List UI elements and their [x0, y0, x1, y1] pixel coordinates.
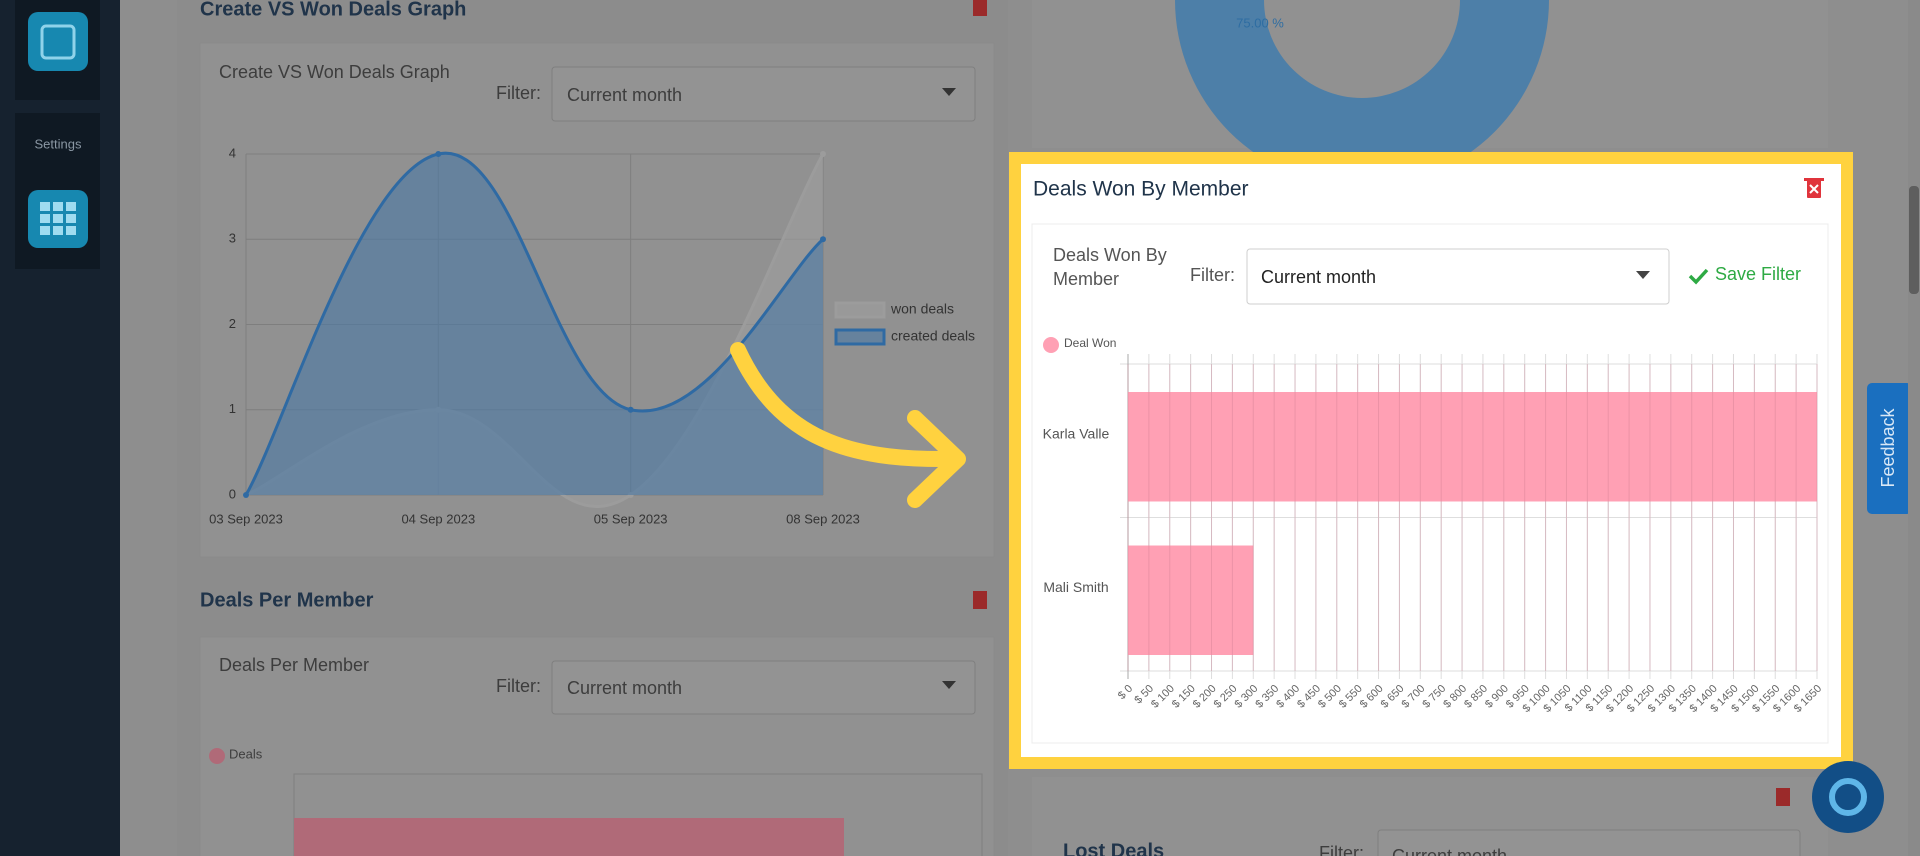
filter-label: Filter: — [496, 83, 541, 103]
legend-swatch — [834, 301, 886, 319]
point — [435, 151, 442, 157]
legend-label: Deal Won — [1064, 336, 1116, 350]
card-title: Create VS Won Deals Graph — [219, 62, 450, 82]
filter-select[interactable] — [1377, 829, 1801, 856]
filter-select[interactable] — [1246, 248, 1670, 305]
bar-partial — [294, 818, 844, 856]
logo-glyph — [40, 24, 76, 60]
legend-label: won deals — [890, 301, 954, 317]
card-title: Deals Won By Member — [1053, 245, 1167, 289]
legend-label: created deals — [891, 328, 975, 344]
point — [243, 492, 249, 498]
filter-value: Current month — [1392, 846, 1507, 856]
filter-select[interactable] — [551, 660, 976, 715]
point — [820, 151, 826, 157]
filter-label: Filter: — [1319, 843, 1364, 856]
bar — [1128, 545, 1254, 655]
caret — [1636, 271, 1650, 279]
logo-icon[interactable] — [28, 12, 88, 71]
donut-segment — [1175, 0, 1549, 187]
chat-glyph — [1829, 778, 1867, 816]
delete-icon[interactable] — [1776, 788, 1790, 806]
filter-value: Current month — [567, 678, 682, 698]
delete-icon[interactable] — [973, 0, 987, 16]
card-title: Deals Per Member — [219, 655, 369, 675]
bar — [1128, 392, 1817, 502]
legend-label: Deals — [229, 746, 263, 761]
panel-title: Deals Won By Member — [1033, 178, 1249, 201]
legend-swatch — [834, 328, 886, 346]
y-tick-label: 4 — [229, 145, 236, 160]
filter-label: Filter: — [496, 676, 541, 696]
card-title-box: Deals Won By Member — [1053, 245, 1167, 289]
grid-glyph — [40, 202, 76, 235]
x-tick-label: 03 Sep 2023 — [209, 511, 283, 526]
y-tick-label: Karla Valle — [1043, 425, 1110, 441]
y-tick-label: 0 — [229, 486, 236, 501]
panel-title: Create VS Won Deals Graph — [200, 0, 466, 20]
filter-select[interactable] — [551, 66, 976, 122]
point — [820, 236, 826, 243]
y-tick-label: 1 — [229, 401, 236, 416]
arrow — [730, 342, 956, 468]
series-area — [246, 153, 823, 495]
x-tick-label: 08 Sep 2023 — [786, 511, 860, 526]
settings-label: Settings — [35, 136, 82, 151]
x-tick-label: 05 Sep 2023 — [594, 511, 668, 526]
save-filter[interactable]: Save Filter — [1715, 264, 1801, 284]
chat-button[interactable] — [1812, 761, 1884, 833]
legend-swatch — [209, 748, 225, 764]
panel-title: Lost Deals — [1063, 840, 1164, 856]
delete-icon[interactable] — [973, 591, 987, 609]
feedback-tab[interactable] — [1867, 383, 1912, 514]
donut-label: 75.00 % — [1236, 15, 1284, 30]
filter-value: Current month — [567, 85, 682, 105]
y-tick-label: Mali Smith — [1043, 579, 1108, 595]
filter-value: Current month — [1261, 267, 1376, 287]
legend-swatch — [1043, 337, 1059, 353]
arrow-head — [907, 410, 966, 508]
point — [627, 406, 634, 413]
scrollbar — [1908, 0, 1920, 856]
caret — [942, 88, 956, 96]
caret — [942, 681, 956, 689]
scrollbar-thumb[interactable] — [1909, 186, 1919, 294]
filter-label: Filter: — [1190, 265, 1235, 285]
y-tick-label: 3 — [229, 231, 236, 246]
panel-title: Deals Per Member — [200, 589, 374, 611]
y-tick-label: 2 — [229, 316, 236, 331]
check-icon — [1688, 268, 1709, 285]
delete-icon[interactable] — [1804, 178, 1824, 198]
x-tick-label: 04 Sep 2023 — [401, 511, 475, 526]
series-line — [244, 151, 824, 496]
feedback-label: Feedback — [1878, 407, 1898, 487]
